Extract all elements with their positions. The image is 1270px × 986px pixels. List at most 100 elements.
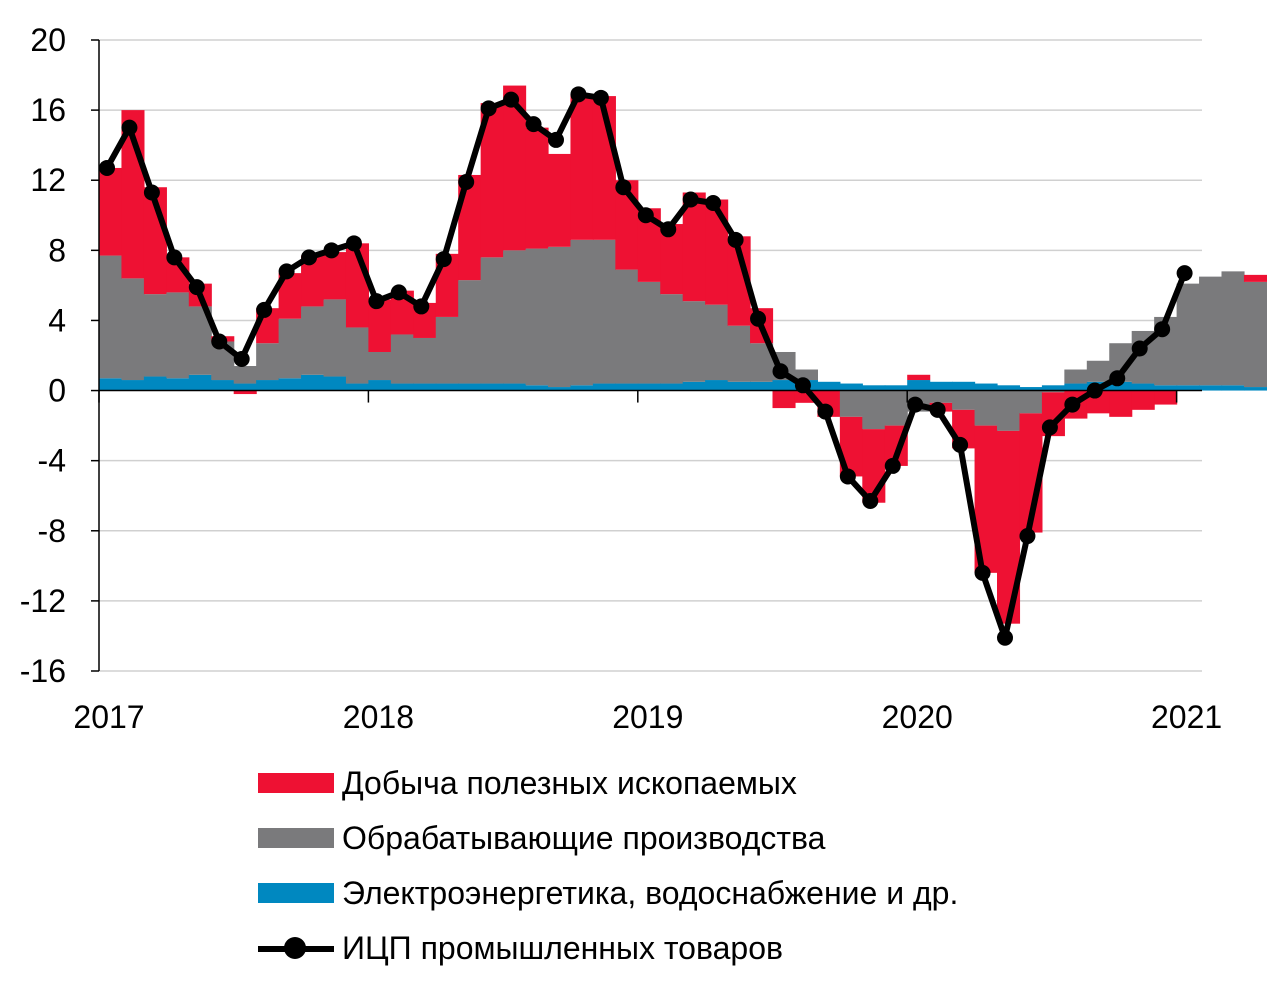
bar (1131, 390, 1155, 410)
bar (99, 167, 123, 256)
bar (233, 390, 257, 395)
bar (503, 383, 527, 391)
bar (188, 306, 212, 375)
bar (99, 255, 123, 379)
ppi-point (660, 221, 677, 238)
bar (368, 380, 392, 391)
bar (548, 246, 572, 388)
ppi-point (997, 629, 1013, 646)
bar (929, 390, 953, 403)
bar (256, 343, 280, 381)
bar (503, 85, 527, 251)
x-tick-label: 2019 (612, 699, 683, 735)
ppi-point (794, 377, 811, 394)
bar (884, 385, 908, 391)
ppi-point (1086, 382, 1103, 399)
bar (458, 280, 482, 384)
ppi-point (525, 116, 542, 133)
bar (907, 374, 931, 381)
bar (839, 390, 863, 417)
ppi-point (458, 173, 475, 190)
line-series (99, 86, 1193, 646)
bar (660, 294, 684, 384)
bar (1154, 385, 1178, 391)
y-tick-label: -16 (20, 653, 66, 689)
bar (525, 127, 549, 249)
legend-swatch-manufacturing (258, 828, 334, 848)
ppi-point (615, 179, 632, 196)
legend-swatch-mining (258, 773, 334, 793)
ppi-point (1176, 265, 1193, 282)
bar (727, 236, 751, 326)
bar (952, 381, 976, 391)
bar (705, 199, 729, 305)
x-tick-label: 2017 (73, 699, 144, 735)
bar (1064, 369, 1088, 384)
ppi-point (548, 131, 564, 148)
y-tick-label: -8 (38, 513, 66, 549)
ppi-point (166, 249, 183, 266)
ppi-point (301, 249, 318, 266)
bar (952, 390, 976, 410)
bar (817, 381, 841, 391)
bar (570, 239, 594, 386)
ppi-point (1154, 321, 1171, 338)
bar (435, 316, 459, 384)
bar (1199, 385, 1223, 391)
bar (368, 351, 392, 381)
ppi-point (974, 564, 991, 581)
ppi-point (345, 235, 362, 252)
ppi-point (1064, 396, 1081, 413)
y-tick-label: -4 (38, 443, 66, 479)
bar (750, 381, 774, 391)
ppi-point (592, 89, 609, 106)
bar (682, 381, 706, 391)
bar (1221, 271, 1245, 386)
bar (1041, 385, 1065, 391)
bar (480, 103, 504, 258)
bar (1154, 390, 1178, 405)
bar (907, 380, 931, 391)
bar (99, 378, 123, 391)
axes (91, 39, 1202, 672)
bar (727, 325, 751, 382)
ppi-point (839, 468, 856, 485)
bar (772, 380, 796, 391)
bar (458, 383, 482, 391)
ppi-point (750, 310, 767, 327)
bar (1019, 387, 1043, 391)
bar (727, 381, 751, 391)
bar (121, 380, 145, 391)
bar (345, 327, 369, 384)
y-tick-label: 20 (30, 22, 66, 58)
ppi-point (1131, 340, 1148, 357)
bar (592, 383, 616, 391)
y-tick-label: 16 (30, 92, 66, 128)
ppi-point (772, 363, 789, 380)
legend-label-utilities: Электроэнергетика, водоснабжение и др. (342, 875, 959, 911)
bar (1243, 281, 1267, 388)
y-tick-label: 0 (48, 373, 66, 409)
bar (682, 192, 706, 302)
bar (884, 390, 908, 426)
x-tick-label: 2020 (882, 699, 953, 735)
bar (750, 343, 774, 382)
bar (503, 250, 527, 384)
ppi-point (413, 298, 430, 315)
bar (188, 374, 212, 391)
bar (211, 380, 235, 391)
bar (1109, 381, 1133, 391)
bar (772, 390, 796, 409)
bar (1176, 283, 1200, 386)
bar (637, 281, 661, 384)
bar (1109, 390, 1133, 417)
bar (794, 369, 818, 381)
bar (548, 153, 572, 247)
ppi-point (368, 293, 385, 310)
bar (570, 385, 594, 391)
y-tick-label: 12 (30, 162, 66, 198)
bar (997, 390, 1021, 431)
bar (390, 383, 414, 391)
